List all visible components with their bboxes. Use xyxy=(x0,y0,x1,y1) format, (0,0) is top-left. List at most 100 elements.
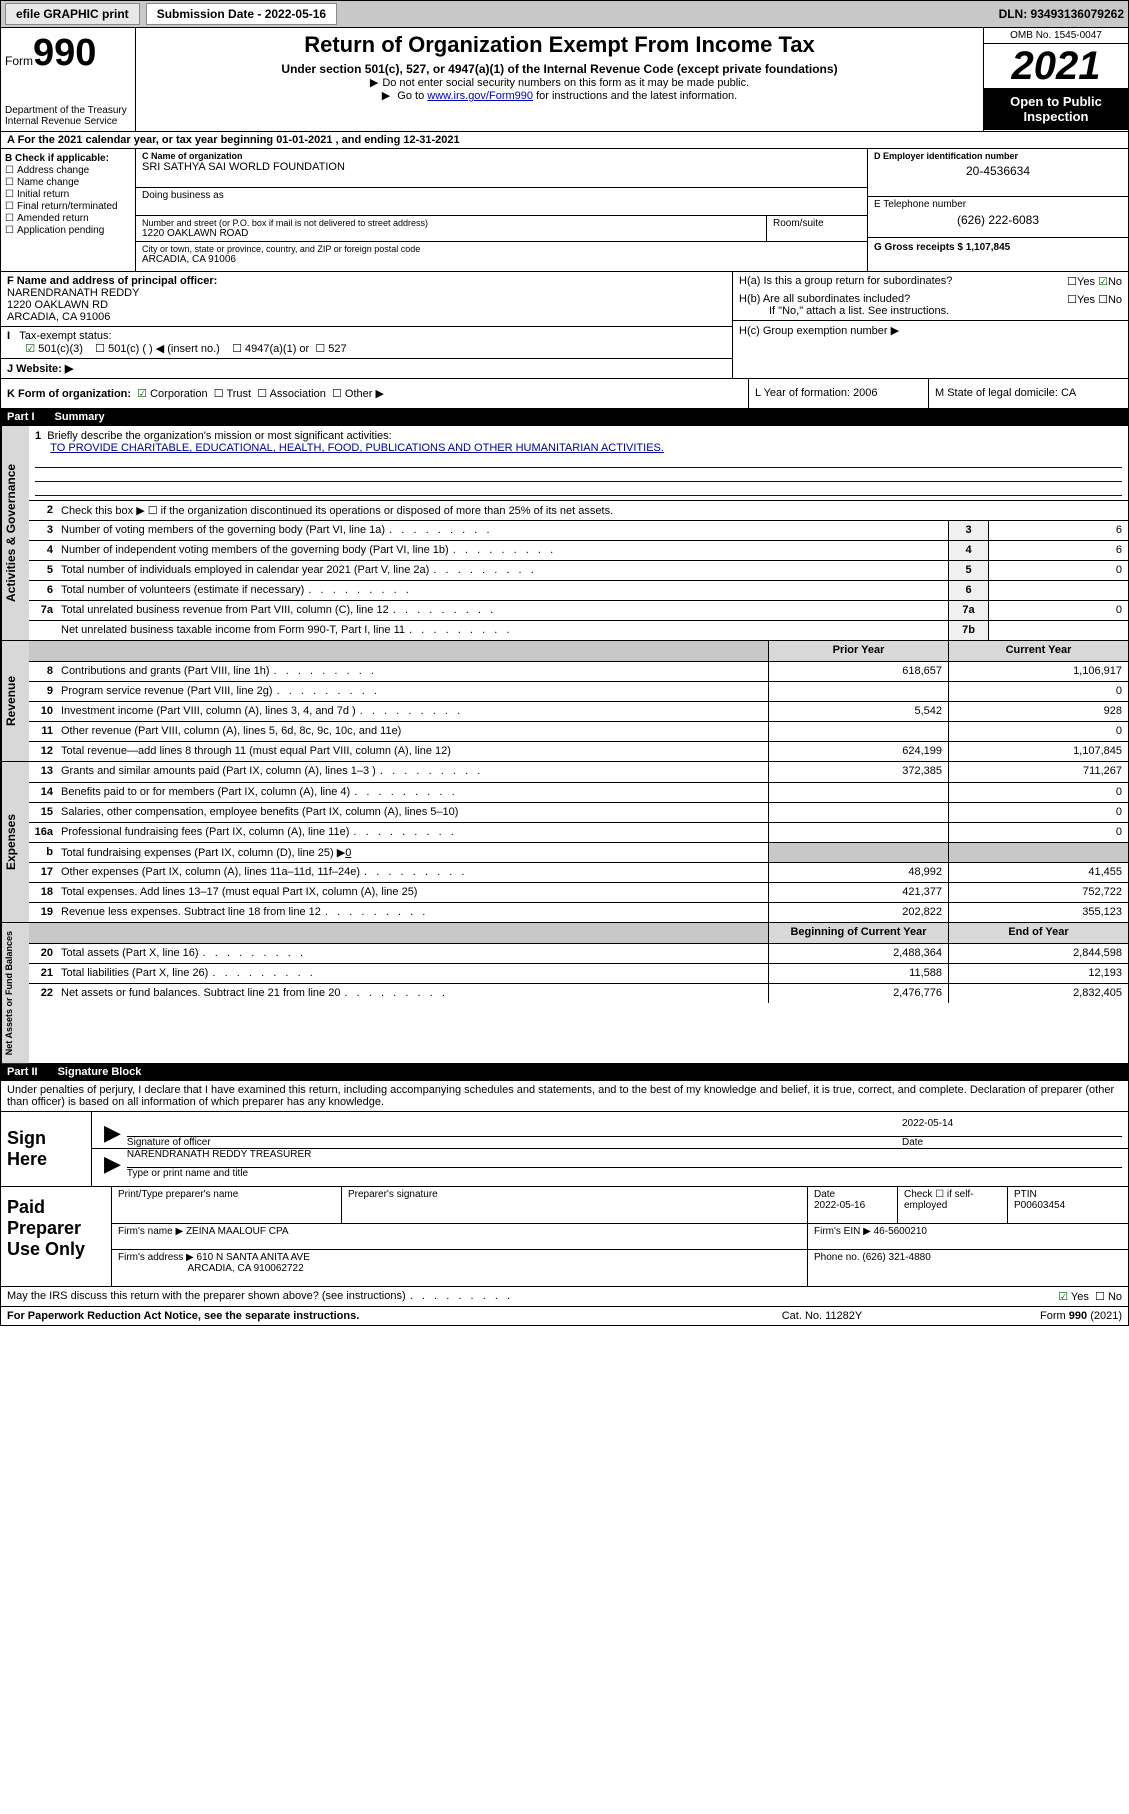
header-right: OMB No. 1545-0047 2021 Open to Public In… xyxy=(983,28,1128,131)
cy17: 41,455 xyxy=(948,863,1128,882)
sign-arrow-icon: ▶ xyxy=(98,1120,127,1146)
firm-addr2: ARCADIA, CA 910062722 xyxy=(187,1263,303,1274)
block-bcd: B Check if applicable: Address change Na… xyxy=(0,149,1129,272)
irs-link[interactable]: www.irs.gov/Form990 xyxy=(427,90,533,102)
chk-name-change[interactable]: Name change xyxy=(5,177,131,188)
cy9: 0 xyxy=(948,682,1128,701)
part1-num: Part I xyxy=(7,411,55,423)
c-name-label: C Name of organization xyxy=(142,151,861,161)
part2-title: Signature Block xyxy=(58,1066,142,1078)
note-ssn: Do not enter social security numbers on … xyxy=(144,76,975,89)
l12: Total revenue—add lines 8 through 11 (mu… xyxy=(59,742,768,761)
l13: Grants and similar amounts paid (Part IX… xyxy=(59,762,768,782)
chk-amended-return[interactable]: Amended return xyxy=(5,213,131,224)
chk-4947[interactable] xyxy=(232,343,242,355)
lbl-501c: 501(c) ( ) ◀ (insert no.) xyxy=(108,343,220,355)
cy11: 0 xyxy=(948,722,1128,741)
sign-arrow-icon2: ▶ xyxy=(98,1151,127,1177)
hb-note: If "No," attach a list. See instructions… xyxy=(739,305,1122,317)
chk-application-pending[interactable]: Application pending xyxy=(5,225,131,236)
discuss-yes[interactable] xyxy=(1058,1291,1068,1303)
prep-self-emp[interactable]: Check ☐ if self-employed xyxy=(898,1187,1008,1223)
no-lbl2: No xyxy=(1108,294,1122,306)
ha-yes[interactable] xyxy=(1067,276,1077,288)
chk-final-return[interactable]: Final return/terminated xyxy=(5,201,131,212)
eoy20: 2,844,598 xyxy=(948,944,1128,963)
lbl-4947: 4947(a)(1) or xyxy=(245,343,309,355)
section-expenses: Expenses 13Grants and similar amounts pa… xyxy=(0,762,1129,923)
py8: 618,657 xyxy=(768,662,948,681)
chk-other[interactable] xyxy=(332,388,342,400)
dba-label: Doing business as xyxy=(136,188,867,216)
chk-initial-return[interactable]: Initial return xyxy=(5,189,131,200)
eoy22: 2,832,405 xyxy=(948,984,1128,1003)
chk-corp[interactable] xyxy=(137,388,147,400)
ha-no[interactable] xyxy=(1098,276,1108,288)
firm-ein: 46-5600210 xyxy=(874,1226,927,1237)
tel-label: E Telephone number xyxy=(874,199,1122,210)
firm-name-label: Firm's name ▶ xyxy=(118,1226,183,1237)
tel-value: (626) 222-6083 xyxy=(874,210,1122,227)
footer-mid: Cat. No. 11282Y xyxy=(722,1310,922,1322)
irs-label: Internal Revenue Service xyxy=(5,116,131,127)
py-hdr: Prior Year xyxy=(768,641,948,661)
l19: Revenue less expenses. Subtract line 18 … xyxy=(59,903,768,922)
row-klm: K Form of organization: Corporation Trus… xyxy=(0,379,1129,409)
ptin-val: P00603454 xyxy=(1014,1200,1065,1211)
form-prefix: Form xyxy=(5,54,33,68)
l16b: Total fundraising expenses (Part IX, col… xyxy=(61,847,345,859)
col-d: D Employer identification number 20-4536… xyxy=(868,149,1128,271)
officer-addr2: ARCADIA, CA 91006 xyxy=(7,311,726,323)
website-row: J Website: ▶ xyxy=(1,359,732,378)
firm-addr1: 610 N SANTA ANITA AVE xyxy=(197,1252,310,1263)
section-netassets: Net Assets or Fund Balances Beginning of… xyxy=(0,923,1129,1064)
lbl-assoc: Association xyxy=(270,388,326,400)
note-link: Go to www.irs.gov/Form990 for instructio… xyxy=(144,89,975,102)
chk-assoc[interactable] xyxy=(257,388,267,400)
discuss-label: May the IRS discuss this return with the… xyxy=(7,1290,1058,1303)
cy18: 752,722 xyxy=(948,883,1128,902)
row-a-tax-year: A For the 2021 calendar year, or tax yea… xyxy=(0,132,1129,149)
form-subtitle: Under section 501(c), 527, or 4947(a)(1)… xyxy=(144,62,975,76)
l14: Benefits paid to or for members (Part IX… xyxy=(59,783,768,802)
py11 xyxy=(768,722,948,741)
block-fh: F Name and address of principal officer:… xyxy=(0,272,1129,379)
lbl-other: Other ▶ xyxy=(345,388,384,400)
chk-501c3[interactable] xyxy=(25,343,35,355)
part2-num: Part II xyxy=(7,1066,58,1078)
discuss-row: May the IRS discuss this return with the… xyxy=(0,1287,1129,1307)
firm-addr-label: Firm's address ▶ xyxy=(118,1252,194,1263)
yes-lbl2: Yes xyxy=(1077,294,1095,306)
boy20: 2,488,364 xyxy=(768,944,948,963)
cy16a: 0 xyxy=(948,823,1128,842)
l20: Total assets (Part X, line 16) xyxy=(59,944,768,963)
sign-here-label: Sign Here xyxy=(1,1112,91,1186)
efile-print-button[interactable]: efile GRAPHIC print xyxy=(5,3,140,25)
chk-501c[interactable] xyxy=(95,343,105,355)
hb-no[interactable] xyxy=(1098,294,1108,306)
hb-yes[interactable] xyxy=(1067,294,1077,306)
dept-label: Department of the Treasury xyxy=(5,105,131,116)
lbl-corp: Corporation xyxy=(150,388,207,400)
discuss-yes-lbl: Yes xyxy=(1071,1291,1089,1303)
preparer-block: Paid Preparer Use Only Print/Type prepar… xyxy=(0,1187,1129,1287)
footer-right: Form 990 (2021) xyxy=(922,1310,1122,1322)
cy12: 1,107,845 xyxy=(948,742,1128,761)
cy19: 355,123 xyxy=(948,903,1128,922)
py15 xyxy=(768,803,948,822)
lbl-501c3: 501(c)(3) xyxy=(38,343,83,355)
vlabel-expenses: Expenses xyxy=(1,762,29,922)
l1-label: Briefly describe the organization's miss… xyxy=(47,430,391,442)
py13: 372,385 xyxy=(768,762,948,782)
cy13: 711,267 xyxy=(948,762,1128,782)
l22: Net assets or fund balances. Subtract li… xyxy=(59,984,768,1003)
l7a: Total unrelated business revenue from Pa… xyxy=(59,601,948,620)
chk-address-change[interactable]: Address change xyxy=(5,165,131,176)
page-footer: For Paperwork Reduction Act Notice, see … xyxy=(0,1307,1129,1326)
mission-text: TO PROVIDE CHARITABLE, EDUCATIONAL, HEAL… xyxy=(50,442,664,454)
eoy-hdr: End of Year xyxy=(948,923,1128,943)
discuss-no[interactable] xyxy=(1095,1291,1105,1303)
chk-527[interactable] xyxy=(315,343,325,355)
chk-trust[interactable] xyxy=(214,388,224,400)
officer-name-title: NARENDRANATH REDDY TREASURER xyxy=(127,1149,1122,1167)
